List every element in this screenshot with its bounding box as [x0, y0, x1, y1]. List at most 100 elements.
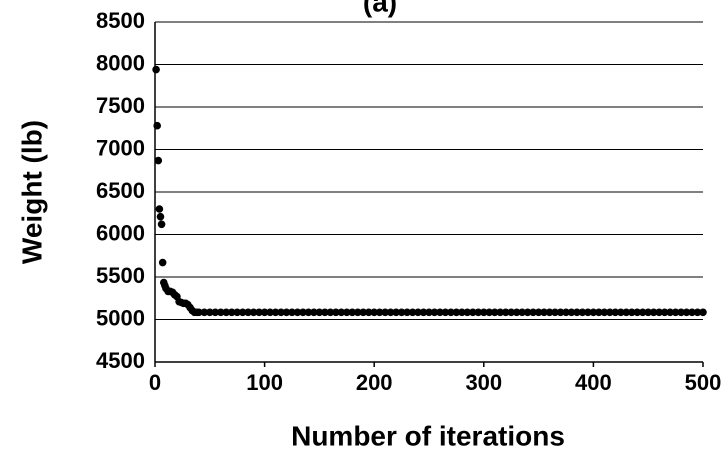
point: [206, 308, 214, 317]
point: [638, 308, 647, 317]
point: [304, 308, 313, 317]
y-tick-label: 8000: [96, 50, 145, 75]
point: [315, 308, 324, 317]
point: [153, 121, 161, 130]
point: [688, 308, 696, 317]
point: [578, 308, 587, 317]
point: [216, 308, 225, 317]
point: [567, 308, 576, 317]
point: [200, 308, 209, 317]
point: [540, 308, 548, 317]
point: [244, 308, 252, 317]
point: [480, 308, 488, 317]
point: [518, 308, 526, 317]
point: [463, 308, 472, 317]
point: [364, 308, 373, 317]
x-axis-title: Number of iterations: [291, 420, 565, 451]
point: [425, 308, 433, 317]
x-tick-label: 400: [575, 370, 612, 395]
point: [562, 308, 570, 317]
point: [507, 308, 515, 317]
point: [375, 308, 384, 317]
point: [156, 212, 165, 221]
y-tick-label: 8500: [96, 8, 145, 33]
point: [310, 308, 318, 317]
point: [474, 308, 483, 317]
point: [441, 308, 450, 317]
point: [523, 308, 532, 317]
point: [392, 308, 400, 317]
point: [458, 308, 466, 317]
point: [512, 308, 521, 317]
x-tick-label: 0: [149, 370, 161, 395]
y-tick-label: 5500: [96, 263, 145, 288]
point: [485, 308, 494, 317]
point: [260, 308, 269, 317]
point: [195, 308, 203, 317]
point: [155, 205, 164, 213]
point: [158, 258, 167, 267]
point: [408, 308, 417, 317]
point: [589, 308, 598, 317]
x-tick-label: 500: [685, 370, 722, 395]
point: [359, 308, 368, 317]
point: [370, 308, 379, 317]
point: [617, 308, 625, 317]
y-tick-label: 7000: [96, 135, 145, 160]
point: [644, 308, 652, 317]
y-axis-title: Weight (lb): [16, 120, 47, 264]
y-tick-label: 6000: [96, 220, 145, 245]
point: [343, 308, 351, 317]
point: [282, 308, 291, 317]
point: [595, 308, 603, 317]
point: [660, 308, 669, 317]
point: [326, 308, 335, 317]
point: [414, 308, 422, 317]
point: [381, 308, 389, 317]
point: [353, 308, 362, 317]
point: [534, 308, 543, 317]
point: [293, 308, 302, 317]
point: [255, 308, 263, 317]
point: [469, 308, 477, 317]
point: [551, 308, 559, 317]
point: [649, 308, 658, 317]
point: [222, 308, 231, 317]
point: [545, 308, 554, 317]
point: [436, 308, 444, 317]
point: [386, 308, 395, 317]
point: [490, 308, 499, 317]
point: [627, 308, 636, 317]
chart-title: (a): [363, 0, 397, 17]
y-tick-label: 6500: [96, 178, 145, 203]
point: [573, 308, 581, 317]
point: [152, 65, 160, 74]
point: [693, 308, 702, 317]
point: [622, 308, 631, 317]
point: [556, 308, 565, 317]
point: [600, 308, 609, 317]
point: [277, 308, 285, 317]
point: [430, 308, 439, 317]
point: [227, 308, 236, 317]
point: [211, 308, 220, 317]
point: [249, 308, 258, 317]
y-tick-label: 7500: [96, 93, 145, 118]
point: [496, 308, 505, 317]
point: [403, 308, 411, 317]
point: [299, 308, 307, 317]
point: [666, 308, 674, 317]
point: [677, 308, 685, 317]
x-tick-label: 300: [465, 370, 502, 395]
point: [348, 308, 357, 317]
point: [633, 308, 642, 317]
point: [271, 308, 280, 317]
point: [606, 308, 614, 317]
point: [584, 308, 592, 317]
point: [233, 308, 241, 317]
point: [699, 308, 707, 317]
point: [452, 308, 461, 317]
point: [238, 308, 247, 317]
